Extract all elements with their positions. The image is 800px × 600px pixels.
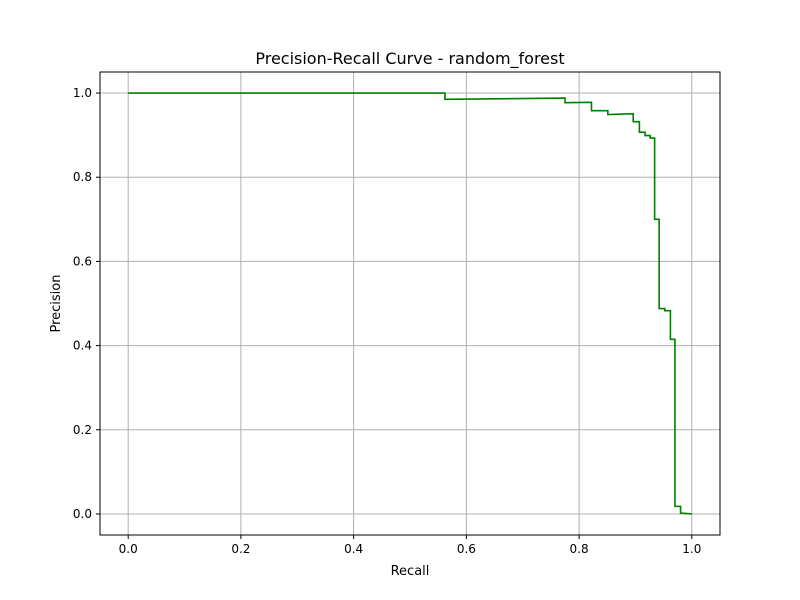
series-layer xyxy=(128,92,692,515)
y-tick-label: 1.0 xyxy=(73,86,92,100)
x-tick-label: 0.2 xyxy=(231,542,250,556)
x-tick-label: 1.0 xyxy=(682,542,701,556)
grid-lines xyxy=(100,72,720,535)
x-tick-label: 0.0 xyxy=(119,542,138,556)
chart-title: Precision-Recall Curve - random_forest xyxy=(255,49,564,69)
y-tick-label: 0.0 xyxy=(73,507,92,521)
y-tick-label: 0.6 xyxy=(73,254,92,268)
x-axis-label: Recall xyxy=(391,564,430,579)
y-tick-label: 0.8 xyxy=(73,170,92,184)
plot-frame xyxy=(99,71,721,536)
axis-ticks: 0.0 0.2 0.4 0.6 0.8 1.0 0.0 0.2 0.4 0.6 0.8 1.0 xyxy=(73,86,701,556)
y-tick-label: 0.4 xyxy=(73,339,92,353)
x-tick-label: 0.8 xyxy=(570,542,589,556)
x-tick-label: 0.6 xyxy=(457,542,476,556)
x-tick-label: 0.4 xyxy=(344,542,363,556)
pr-curve-line xyxy=(128,92,692,515)
y-axis-label: Precision xyxy=(49,274,64,332)
y-tick-label: 0.2 xyxy=(73,423,92,437)
